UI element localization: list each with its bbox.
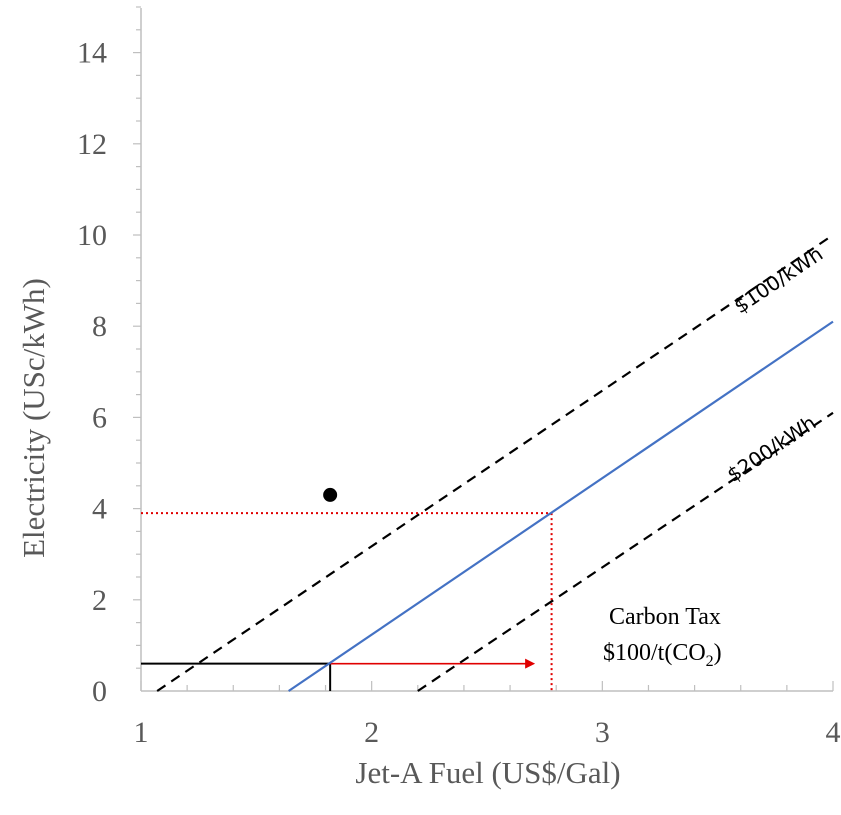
y-tick-label: 8 (92, 310, 107, 343)
series-line-3 (417, 411, 834, 692)
carbon-tax-line2: $100/t(CO2) (603, 640, 722, 670)
points-group (323, 487, 338, 502)
y-tick-label: 4 (92, 493, 107, 526)
y-tick-label: 10 (77, 219, 107, 252)
guides (141, 512, 553, 691)
x-tick-label: 2 (364, 716, 379, 749)
y-tick-label: 6 (92, 401, 107, 434)
x-tick-label: 1 (134, 716, 149, 749)
y-tick-label: 0 (92, 675, 107, 708)
axes (133, 6, 834, 692)
x-tick-label: 3 (595, 716, 610, 749)
y-tick-label: 12 (77, 128, 107, 161)
y-tick-label: 14 (77, 37, 107, 70)
series-group (156, 234, 834, 692)
carbon-tax-line1: Carbon Tax (609, 604, 721, 630)
y-tick-label: 2 (92, 584, 107, 617)
y-axis-title: Electricity (USc/kWh) (16, 278, 51, 558)
series-line-2 (288, 320, 834, 692)
data-point (323, 487, 338, 502)
x-tick-label: 4 (826, 716, 841, 749)
series-label-3: $200/kWh (723, 410, 821, 487)
series-label-1: $100/kWh (729, 242, 827, 319)
x-axis-title: Jet-A Fuel (US$/Gal) (355, 755, 620, 790)
